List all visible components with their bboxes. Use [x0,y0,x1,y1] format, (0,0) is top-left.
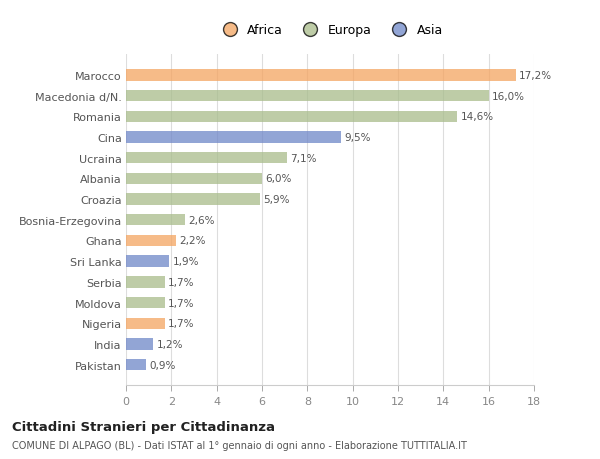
Text: Cittadini Stranieri per Cittadinanza: Cittadini Stranieri per Cittadinanza [12,420,275,433]
Text: 6,0%: 6,0% [265,174,292,184]
Bar [126,256,169,267]
Bar [126,91,488,102]
Text: 0,9%: 0,9% [150,360,176,370]
Bar [126,318,164,329]
Bar [126,153,287,164]
Text: 5,9%: 5,9% [263,195,290,205]
Text: 9,5%: 9,5% [345,133,371,143]
Bar [126,194,260,205]
Text: 2,2%: 2,2% [179,236,206,246]
Bar [126,132,341,143]
Bar [126,215,185,226]
Bar [126,112,457,123]
Bar [126,174,262,185]
Bar [126,297,164,308]
Text: 1,7%: 1,7% [168,298,194,308]
Text: 1,7%: 1,7% [168,319,194,329]
Text: 17,2%: 17,2% [519,71,553,81]
Bar [126,277,164,288]
Text: 14,6%: 14,6% [460,112,493,122]
Bar [126,359,146,370]
Text: 1,2%: 1,2% [157,339,183,349]
Text: 1,9%: 1,9% [172,257,199,267]
Bar [126,235,176,246]
Legend: Africa, Europa, Asia: Africa, Europa, Asia [215,22,445,39]
Text: COMUNE DI ALPAGO (BL) - Dati ISTAT al 1° gennaio di ogni anno - Elaborazione TUT: COMUNE DI ALPAGO (BL) - Dati ISTAT al 1°… [12,440,467,450]
Text: 16,0%: 16,0% [492,91,525,101]
Text: 2,6%: 2,6% [188,215,215,225]
Bar [126,339,153,350]
Text: 1,7%: 1,7% [168,277,194,287]
Text: 7,1%: 7,1% [290,153,317,163]
Bar [126,70,516,81]
